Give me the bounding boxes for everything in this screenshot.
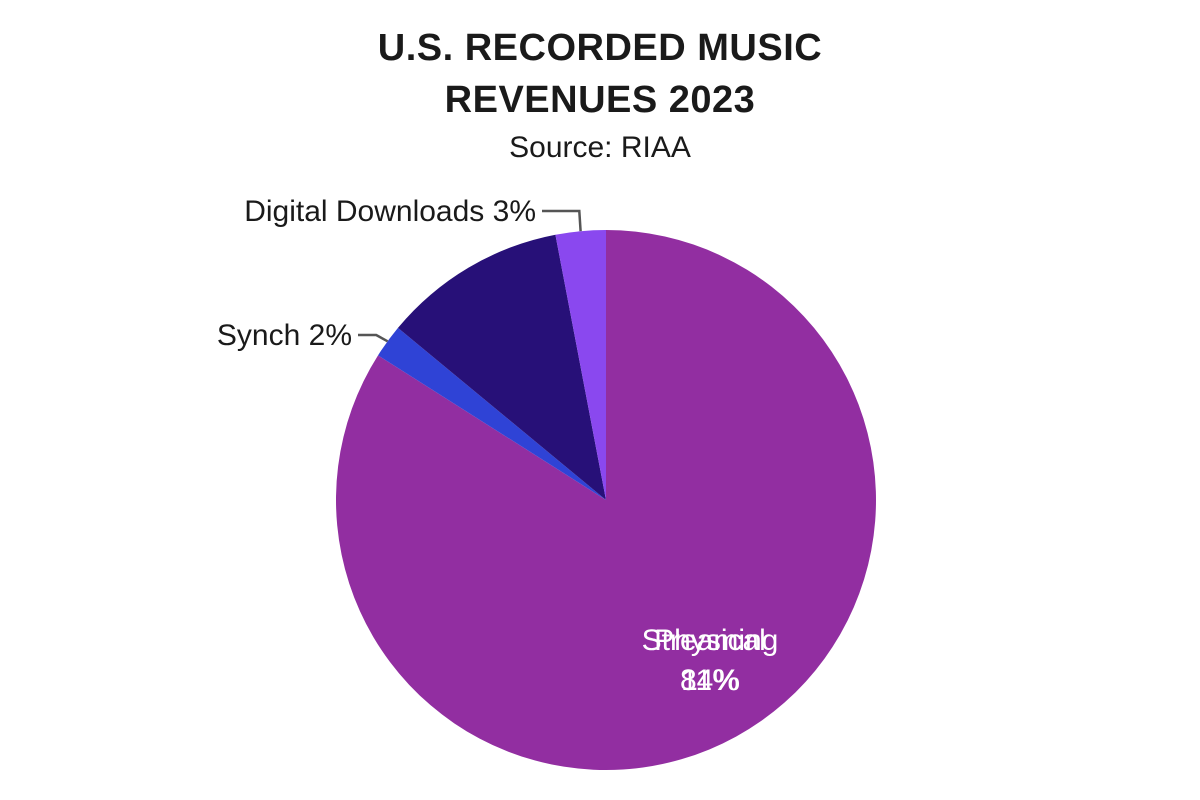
pie-slice-streaming xyxy=(336,230,877,770)
pie-slice-physical xyxy=(397,234,606,500)
slice-label-percent-physical: 11% xyxy=(681,664,739,697)
leader-line-digital-downloads xyxy=(542,209,582,232)
chart-subtitle: Source: RIAA xyxy=(509,131,691,164)
chart-title-line-2: REVENUES 2023 xyxy=(444,79,756,121)
pie-slice-digital-downloads xyxy=(555,229,606,500)
slice-label-digital-downloads: Digital Downloads 3% xyxy=(244,195,536,228)
slice-label-name-physical: Physical xyxy=(654,624,766,657)
leader-line-synch xyxy=(358,333,389,343)
slice-label-synch: Synch 2% xyxy=(217,319,352,352)
slice-label-percent-streaming: 84% xyxy=(680,664,740,697)
chart-title-block: U.S. RECORDED MUSIC REVENUES 2023 Source… xyxy=(0,22,1200,168)
chart-title-line-1: U.S. RECORDED MUSIC xyxy=(377,27,823,69)
pie-slice-synch xyxy=(378,327,606,500)
slice-label-name-streaming: Streaming xyxy=(642,624,779,657)
